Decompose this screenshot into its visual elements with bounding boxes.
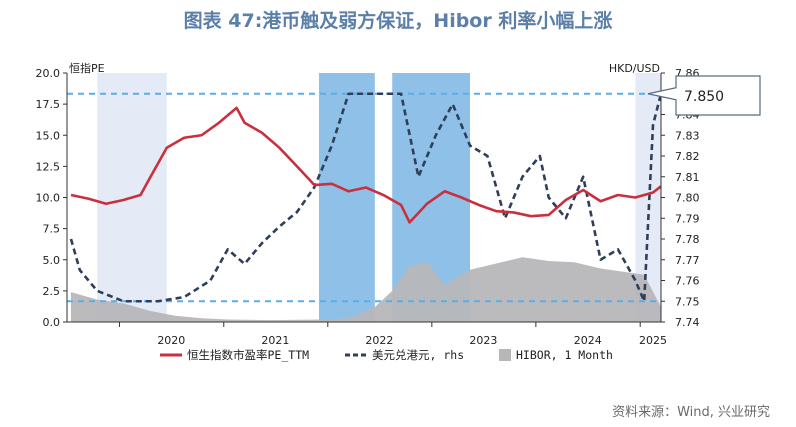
x-tick-label: 2024 bbox=[574, 334, 602, 347]
chart-title: 图表 47:港币触及弱方保证，Hibor 利率小幅上涨 bbox=[183, 10, 613, 32]
series-hsi-pe-line bbox=[70, 106, 662, 224]
callout-value: 7.850 bbox=[684, 89, 724, 105]
left-tick-label: 0.0 bbox=[43, 316, 61, 329]
right-tick-label: 7.81 bbox=[675, 171, 700, 184]
left-tick-label: 7.5 bbox=[43, 223, 61, 236]
legend-label-pe: 恒生指数市盈率PE_TTM bbox=[187, 348, 309, 362]
x-tick-label: 2023 bbox=[469, 334, 497, 347]
right-tick-label: 7.83 bbox=[675, 129, 700, 142]
right-tick-label: 7.76 bbox=[675, 275, 700, 288]
x-tick-label: 2020 bbox=[157, 334, 185, 347]
left-tick-label: 2.5 bbox=[43, 285, 61, 298]
right-tick-label: 7.78 bbox=[675, 233, 700, 246]
right-tick-label: 7.74 bbox=[675, 316, 700, 329]
right-tick-label: 7.75 bbox=[675, 295, 700, 308]
right-axis-label: HKD/USD bbox=[609, 62, 660, 75]
left-tick-label: 10.0 bbox=[36, 192, 61, 205]
left-tick-label: 20.0 bbox=[36, 67, 61, 80]
left-axis-label: 恒指PE bbox=[69, 61, 105, 75]
series-usdhkd-line bbox=[69, 92, 663, 303]
right-tick-label: 7.82 bbox=[675, 150, 700, 163]
right-tick-label: 7.80 bbox=[675, 192, 700, 205]
source-note: 资料来源：Wind, 兴业研究 bbox=[612, 405, 770, 420]
series-hibor-area bbox=[70, 257, 661, 322]
left-tick-label: 17.5 bbox=[36, 98, 61, 111]
legend-swatch-hibor bbox=[499, 349, 511, 361]
x-tick-label: 2025 bbox=[639, 334, 667, 347]
shaded-period-2 bbox=[318, 73, 375, 322]
right-tick-label: 7.77 bbox=[675, 254, 700, 267]
x-tick-label: 2021 bbox=[261, 334, 289, 347]
legend-label-usdhkd: 美元兑港元, rhs bbox=[372, 348, 464, 362]
x-tick-label: 2022 bbox=[365, 334, 393, 347]
callout-box bbox=[647, 75, 761, 116]
legend-label-hibor: HIBOR, 1 Month bbox=[516, 348, 613, 362]
left-tick-label: 5.0 bbox=[43, 254, 61, 267]
left-tick-label: 12.5 bbox=[36, 160, 61, 173]
right-tick-label: 7.79 bbox=[675, 212, 700, 225]
left-tick-label: 15.0 bbox=[36, 129, 61, 142]
